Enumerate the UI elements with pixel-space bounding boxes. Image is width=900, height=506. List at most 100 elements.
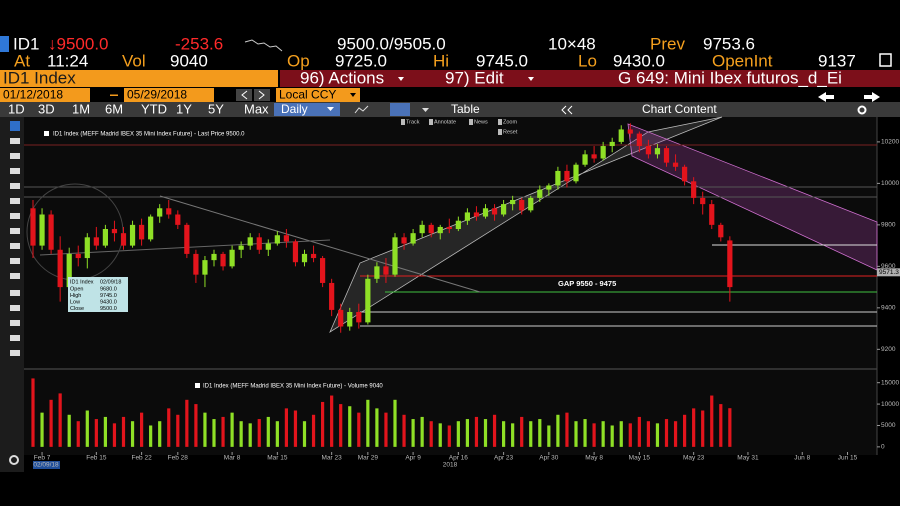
period-button[interactable]: 5Y: [208, 101, 224, 116]
vol-label: Vol: [122, 51, 146, 70]
open-value: 9725.0: [335, 51, 387, 70]
period-buttons: 1D 3D 1M 6M YTD 1Y 5Y Max: [8, 101, 269, 116]
tooltip-value: 9745.0: [100, 293, 117, 299]
redo-icon[interactable]: [864, 92, 880, 102]
chart-tool[interactable]: News: [474, 119, 488, 125]
tool-icon[interactable]: [10, 168, 20, 174]
actions-menu[interactable]: 96) Actions: [300, 68, 384, 87]
dropdown-arrow: [398, 77, 404, 81]
candle-body: [283, 235, 289, 242]
edit-menu[interactable]: 97) Edit: [445, 68, 504, 87]
chart-tool[interactable]: Zoom: [503, 119, 517, 125]
tool-icon[interactable]: [10, 350, 20, 356]
x-tick-label: Feb 22: [131, 455, 152, 462]
chart-type-button[interactable]: [390, 103, 410, 116]
volume-bar: [103, 416, 107, 447]
candle-body: [510, 199, 516, 205]
volume-bar: [67, 414, 71, 447]
period-button[interactable]: YTD: [141, 101, 167, 116]
y-tick-label: 9800: [881, 222, 896, 229]
prev-button[interactable]: [236, 89, 252, 101]
candle-body: [419, 224, 425, 234]
volume-bar: [411, 419, 415, 447]
candle-body: [383, 266, 389, 275]
price-marker: 9571.3: [879, 269, 899, 276]
candle-body: [129, 224, 136, 246]
volume-bar: [701, 410, 705, 447]
end-date-field[interactable]: [124, 88, 214, 102]
candle-body: [537, 189, 543, 198]
volume-bar: [31, 378, 35, 447]
volume-bar: [719, 404, 723, 447]
tooltip-title: ID1 Index: [70, 279, 94, 285]
settings-icon[interactable]: [9, 455, 19, 465]
chart-tool[interactable]: Reset: [503, 129, 518, 135]
y-tick-label: 9400: [881, 305, 896, 312]
line-icon[interactable]: [354, 105, 369, 114]
chart-content-button[interactable]: Chart Content: [642, 102, 717, 116]
tool-icon[interactable]: [10, 138, 20, 144]
volume-tick-label: 0: [881, 444, 885, 451]
period-button[interactable]: 3D: [38, 101, 55, 116]
volume-bar: [511, 423, 515, 447]
candle-body: [184, 224, 190, 254]
chart-tool[interactable]: Annotate: [434, 119, 456, 125]
volume-bar: [167, 408, 171, 447]
tool-icon[interactable]: [10, 258, 20, 264]
tool-icon[interactable]: [10, 290, 20, 296]
tool-icon[interactable]: [10, 305, 20, 311]
collapse-icon[interactable]: [561, 105, 573, 115]
candle-body: [310, 253, 317, 259]
period-button[interactable]: 1D: [8, 101, 25, 116]
candle-body: [573, 164, 579, 182]
period-button[interactable]: 1M: [72, 101, 90, 116]
start-date-field[interactable]: [0, 88, 90, 102]
period-button[interactable]: Max: [244, 101, 269, 116]
separator: [110, 94, 118, 96]
currency-field[interactable]: [276, 88, 360, 102]
candle-body: [718, 224, 724, 238]
tool-icon[interactable]: [10, 198, 20, 204]
candle-body: [582, 154, 588, 165]
period-button[interactable]: 6M: [105, 101, 123, 116]
tooltip-rows: Open 9680.0 High 9745.0 Low 9430.0 Close 9500.0: [70, 286, 117, 312]
period-button[interactable]: 1Y: [176, 101, 192, 116]
volume-bar: [76, 421, 80, 447]
export-icon[interactable]: [879, 53, 892, 67]
volume-bar: [655, 423, 660, 447]
oi-value: 9137: [818, 51, 856, 70]
candle-body: [691, 181, 697, 198]
tool-icon[interactable]: [10, 153, 20, 159]
tool-icon[interactable]: [10, 273, 20, 279]
chart-tool[interactable]: Track: [406, 119, 420, 125]
time-value: 11:24: [47, 51, 88, 70]
last-price: ↓9500.0: [48, 34, 109, 53]
candle-body: [392, 237, 398, 275]
low-value: 9430.0: [613, 51, 665, 70]
volume-bar: [311, 414, 316, 447]
volume-bar: [565, 412, 569, 447]
candle-body: [365, 278, 371, 323]
tool-icon[interactable]: [10, 243, 20, 249]
tool-icon[interactable]: [10, 228, 20, 234]
tooltip-label: Open: [70, 286, 83, 292]
candle-body: [84, 237, 90, 259]
tool-icon[interactable]: [10, 320, 20, 326]
x-tick-label: Jun 15: [838, 455, 858, 462]
settings-icon[interactable]: [857, 105, 867, 115]
candle-body: [654, 148, 661, 155]
undo-icon[interactable]: [818, 92, 834, 102]
candle-body: [663, 148, 670, 163]
tool-icon[interactable]: [10, 121, 20, 131]
tool-icon[interactable]: [10, 335, 20, 341]
frequency-field[interactable]: [274, 103, 340, 116]
prev-value: 9753.6: [703, 34, 755, 53]
tool-icon[interactable]: [10, 213, 20, 219]
candle-body: [501, 204, 507, 215]
x-tick-label: Feb 7: [34, 455, 51, 462]
next-button[interactable]: [254, 89, 270, 101]
tool-icon[interactable]: [10, 183, 20, 189]
volume-bar: [293, 410, 298, 447]
table-button[interactable]: Table: [451, 102, 480, 116]
